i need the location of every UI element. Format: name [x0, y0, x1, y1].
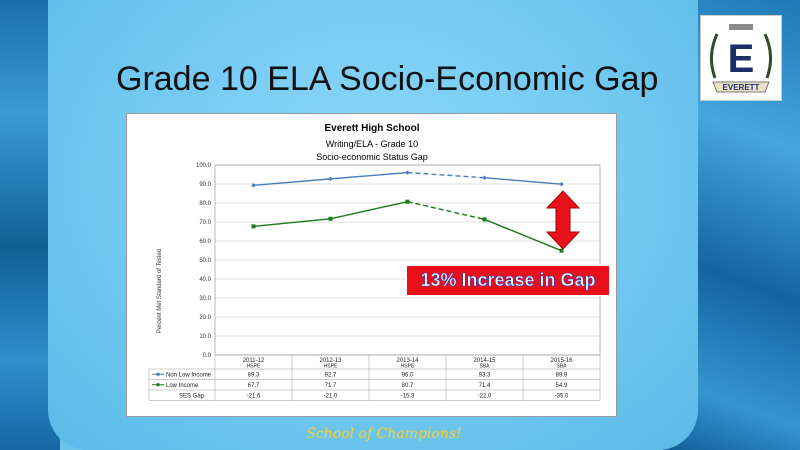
data-label: 96.0: [402, 372, 414, 378]
data-label: 71.4: [479, 383, 491, 389]
y-tick-label: 20.0: [199, 315, 211, 321]
x-tick-label: 2014-15: [473, 358, 496, 364]
callout-text: 13% Increase in Gap: [420, 270, 596, 291]
y-tick-label: 50.0: [199, 258, 211, 264]
school-logo: E EVERETT: [700, 15, 782, 101]
gap-row-label: SES Gap: [179, 393, 205, 399]
x-tick-label: 2015-16: [550, 358, 573, 364]
y-tick-label: 40.0: [199, 277, 211, 283]
y-tick-label: 70.0: [199, 220, 211, 226]
x-tick-label: 2012-13: [319, 358, 342, 364]
gap-callout: 13% Increase in Gap: [406, 265, 610, 296]
gap-value: -21.6: [247, 393, 261, 399]
data-label: 80.7: [402, 383, 414, 389]
data-label: 89.3: [248, 372, 260, 378]
plot-area: [214, 164, 601, 356]
chart-title: Everett High School: [324, 123, 419, 134]
logo-letter: E: [728, 37, 755, 81]
data-point: [559, 181, 564, 187]
series-line-dashed: [407, 171, 485, 179]
y-tick-label: 30.0: [199, 296, 211, 302]
data-point: [559, 248, 564, 253]
data-point: [482, 175, 487, 180]
test-type-label: HSPE: [247, 364, 261, 370]
gap-double-arrow: [545, 190, 581, 250]
x-tick-label: 2011-12: [243, 358, 265, 364]
gap-value: -21.0: [324, 393, 338, 399]
data-point: [328, 216, 333, 221]
y-tick-label: 100.0: [196, 163, 212, 169]
data-label: 54.9: [556, 383, 568, 389]
legend-marker: [156, 372, 160, 376]
data-point: [328, 176, 333, 182]
gap-value: -15.3: [401, 393, 415, 399]
series-line-dashed: [407, 200, 485, 221]
slide-title: Grade 10 ELA Socio-Economic Gap: [116, 60, 659, 98]
logo-banner-text: EVERETT: [723, 83, 760, 92]
x-tick-label: 2013-14: [396, 358, 419, 364]
legend-label: Low Income: [166, 383, 199, 389]
chart-subtitle-2: Socio-economic Status Gap: [316, 152, 428, 162]
legend-marker: [156, 383, 160, 387]
data-point: [405, 199, 410, 204]
data-point: [482, 217, 487, 222]
test-type-label: SBA: [556, 364, 567, 370]
y-tick-label: 60.0: [199, 239, 211, 245]
y-tick-label: 0.0: [203, 353, 212, 359]
gap-value: -35.0: [555, 393, 569, 399]
y-tick-label: 80.0: [199, 201, 211, 207]
test-type-label: SBA: [479, 364, 490, 370]
y-axis-label: Percent Met Standard of Tested: [157, 249, 163, 333]
series-line: [484, 218, 562, 252]
data-label: 92.7: [325, 372, 337, 378]
y-tick-label: 10.0: [199, 334, 211, 340]
line-chart: Everett High School Writing/ELA - Grade …: [148, 123, 601, 401]
gap-value: -22.0: [478, 393, 492, 399]
chart-subtitle-1: Writing/ELA - Grade 10: [326, 139, 418, 149]
series-line: [253, 200, 408, 228]
test-type-label: HSPE: [324, 364, 338, 370]
test-type-label: HSPE: [401, 364, 415, 370]
data-point: [405, 170, 410, 175]
data-label: 71.7: [325, 383, 337, 389]
data-label: 93.3: [479, 372, 491, 378]
y-tick-label: 90.0: [199, 182, 211, 188]
data-point: [251, 183, 256, 188]
data-point: [251, 224, 256, 229]
slide-footer: School of Champions!: [306, 426, 462, 442]
data-label: 89.9: [556, 372, 568, 378]
legend-label: Non Low Income: [166, 372, 212, 378]
data-label: 67.7: [248, 383, 260, 389]
series-line: [484, 177, 562, 185]
